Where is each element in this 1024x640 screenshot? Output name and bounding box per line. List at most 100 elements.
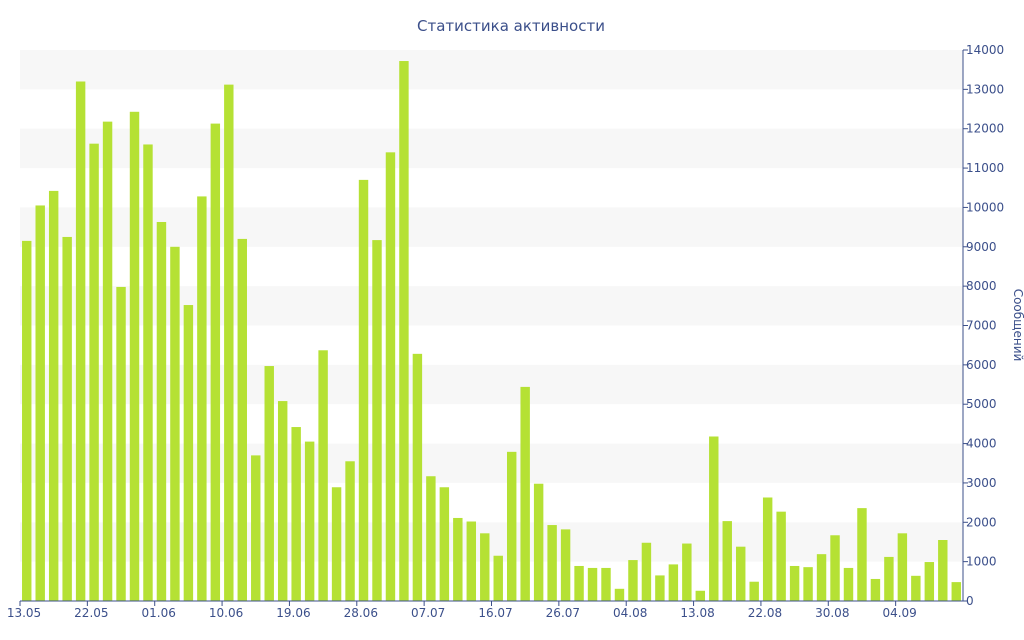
bar <box>129 111 140 601</box>
bar <box>62 236 72 601</box>
x-tick-label: 22.05 <box>74 606 108 620</box>
bar <box>736 546 746 601</box>
bar <box>682 543 692 601</box>
bar <box>830 535 840 601</box>
bar <box>345 461 355 601</box>
bar <box>237 238 247 601</box>
x-tick-label: 28.06 <box>344 606 378 620</box>
y-tick-label: 9000 <box>966 240 997 254</box>
grid-band <box>20 207 963 247</box>
y-tick-label: 13000 <box>966 82 1004 96</box>
bar <box>722 521 732 601</box>
bar <box>251 455 261 601</box>
bar <box>951 582 961 601</box>
bar <box>574 565 584 601</box>
bar <box>116 286 126 601</box>
bar <box>560 529 571 601</box>
bar <box>224 84 234 601</box>
bar <box>358 179 369 601</box>
bar <box>776 511 786 601</box>
bar <box>372 240 382 601</box>
bar <box>466 521 477 601</box>
grid-band <box>20 128 963 169</box>
y-tick-label: 8000 <box>966 279 997 293</box>
x-tick-label: 26.07 <box>546 606 580 620</box>
bar <box>897 533 908 601</box>
bar <box>291 427 301 601</box>
bar <box>884 556 894 601</box>
bar <box>533 483 544 601</box>
bar <box>924 562 935 601</box>
bar <box>304 441 315 601</box>
grid-band <box>20 50 963 90</box>
bar-series <box>22 61 961 602</box>
bar <box>385 152 396 601</box>
y-tick-label: 3000 <box>966 476 997 490</box>
bar <box>170 246 180 602</box>
bar <box>183 305 194 601</box>
y-tick-label: 7000 <box>966 319 997 333</box>
bar <box>520 386 530 601</box>
bar <box>197 196 207 601</box>
bar <box>803 567 813 601</box>
chart-title: Статистика активности <box>417 17 605 35</box>
x-tick-label: 04.08 <box>613 606 647 620</box>
bar <box>628 560 638 601</box>
x-tick-label: 22.08 <box>748 606 782 620</box>
bar <box>22 240 32 601</box>
x-tick-label: 04.09 <box>882 606 916 620</box>
bar <box>102 121 113 601</box>
grid-bands <box>20 50 963 562</box>
x-axis-ticks: 13.05 22.05 01.06 10.06 19.06 28.06 07.07 16.07… <box>7 601 917 620</box>
bar <box>426 476 436 601</box>
bar <box>156 221 167 602</box>
bar <box>439 487 450 601</box>
y-tick-label: 14000 <box>966 43 1004 57</box>
bar <box>789 565 800 601</box>
y-tick-label: 4000 <box>966 437 997 451</box>
x-tick-label: 16.07 <box>478 606 512 620</box>
x-tick-label: 13.08 <box>680 606 714 620</box>
bar <box>843 567 854 601</box>
bar <box>668 564 679 601</box>
x-tick-label: 07.07 <box>411 606 445 620</box>
bar <box>399 61 409 601</box>
bar <box>911 575 921 601</box>
x-tick-label: 19.06 <box>276 606 310 620</box>
bar <box>277 401 288 601</box>
y-tick-label: 6000 <box>966 358 997 372</box>
x-tick-label: 10.06 <box>209 606 243 620</box>
bar <box>641 542 652 601</box>
bar <box>480 533 490 601</box>
y-tick-label: 2000 <box>966 515 997 529</box>
y-tick-label: 11000 <box>966 161 1004 175</box>
y-tick-label: 12000 <box>966 122 1004 136</box>
bar <box>762 497 773 601</box>
bar <box>614 588 625 601</box>
bar <box>48 190 59 601</box>
y-tick-label: 10000 <box>966 200 1004 214</box>
bar <box>210 123 221 601</box>
x-tick-label: 30.08 <box>815 606 849 620</box>
bar <box>857 508 867 601</box>
bar <box>75 81 86 602</box>
bar <box>264 366 274 601</box>
bar <box>709 436 719 601</box>
bar <box>89 143 99 602</box>
y-tick-label: 1000 <box>966 555 997 569</box>
bar <box>938 540 948 601</box>
y-tick-label: 0 <box>966 594 974 608</box>
bar <box>143 144 153 601</box>
bar <box>870 578 881 601</box>
bar <box>506 451 517 601</box>
bar <box>412 353 423 601</box>
bar <box>493 555 503 601</box>
y-tick-label: 5000 <box>966 397 997 411</box>
bar <box>816 554 827 601</box>
bar <box>318 350 328 601</box>
bar <box>695 590 706 601</box>
x-tick-label: 01.06 <box>142 606 176 620</box>
bar <box>547 525 557 601</box>
bar <box>331 487 342 601</box>
